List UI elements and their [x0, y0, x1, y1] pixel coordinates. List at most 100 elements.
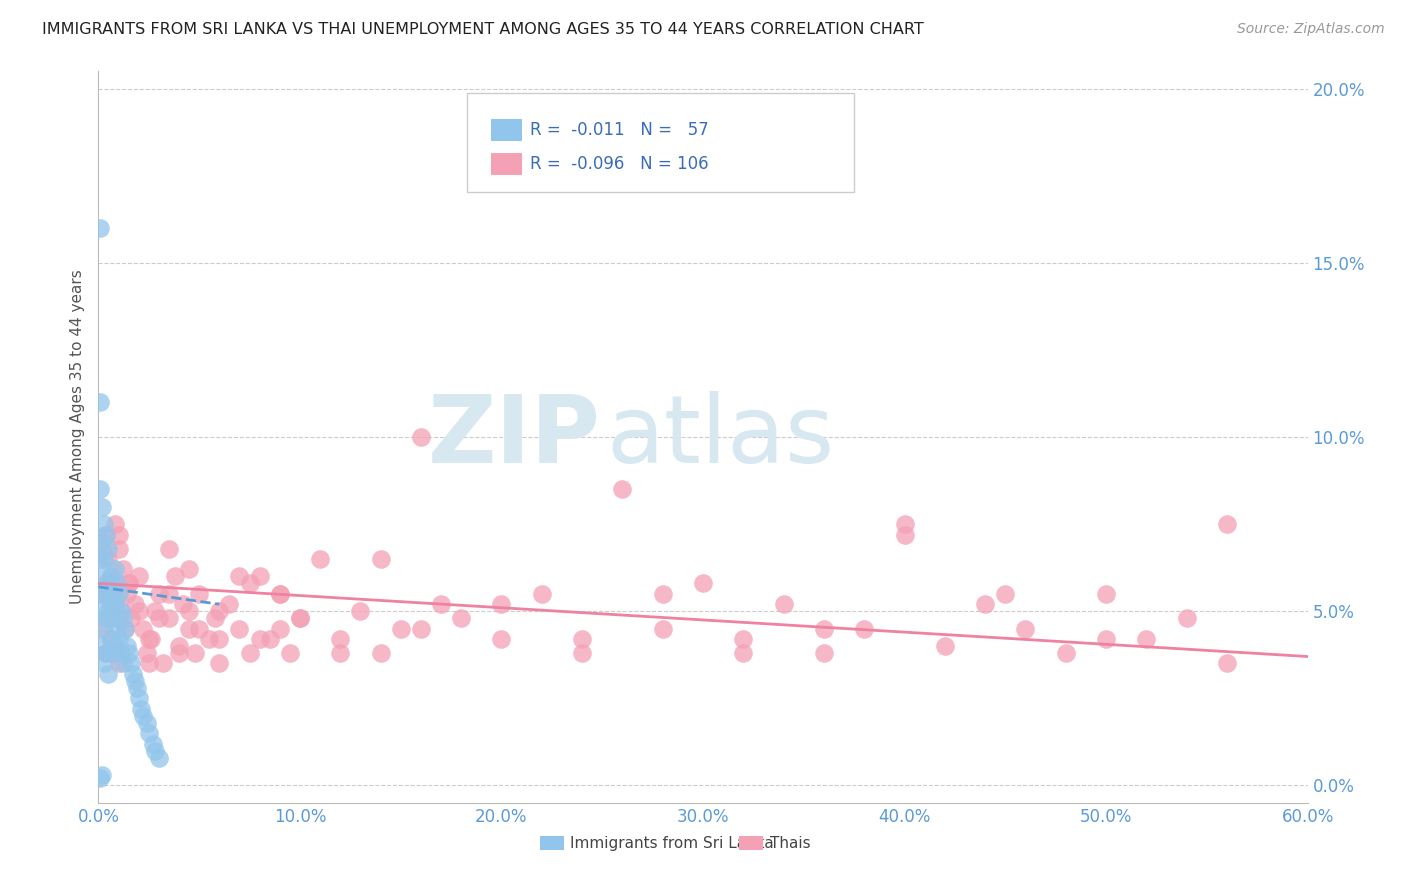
Bar	[492, 119, 522, 141]
Point	[571, 632, 593, 646]
Point	[157, 611, 180, 625]
Point	[128, 691, 150, 706]
Point	[97, 576, 120, 591]
Point	[118, 576, 141, 591]
Point	[110, 604, 132, 618]
Point	[450, 611, 472, 625]
Y-axis label: Unemployment Among Ages 35 to 44 years: Unemployment Among Ages 35 to 44 years	[69, 269, 84, 605]
Point	[103, 639, 125, 653]
Point	[96, 527, 118, 541]
FancyBboxPatch shape	[467, 94, 855, 192]
Text: ZIP: ZIP	[427, 391, 600, 483]
Point	[1054, 646, 1077, 660]
Point	[97, 541, 120, 556]
Point	[101, 587, 124, 601]
Point	[96, 611, 118, 625]
Point	[93, 517, 115, 532]
Point	[491, 632, 513, 646]
Point	[105, 576, 128, 591]
Point	[103, 639, 125, 653]
Point	[93, 622, 115, 636]
Point	[111, 657, 134, 671]
Point	[107, 541, 129, 556]
Point	[692, 576, 714, 591]
Point	[89, 772, 111, 786]
Point	[96, 576, 118, 591]
Point	[111, 562, 134, 576]
Point	[118, 646, 141, 660]
Point	[772, 597, 794, 611]
Bar	[740, 836, 763, 850]
Point	[1135, 632, 1157, 646]
Point	[143, 743, 166, 757]
Point	[1014, 622, 1036, 636]
Point	[179, 622, 201, 636]
Point	[114, 622, 136, 636]
Point	[91, 768, 114, 782]
Point	[129, 702, 152, 716]
Point	[132, 708, 155, 723]
Point	[288, 611, 311, 625]
Point	[96, 646, 118, 660]
Point	[100, 632, 122, 646]
Point	[994, 587, 1017, 601]
Point	[152, 657, 174, 671]
Point	[1175, 611, 1198, 625]
Point	[100, 569, 122, 583]
Point	[1216, 657, 1239, 671]
Point	[278, 646, 301, 660]
Point	[125, 681, 148, 695]
Point	[121, 667, 143, 681]
Point	[813, 622, 835, 636]
Point	[167, 646, 190, 660]
Point	[853, 622, 876, 636]
Point	[188, 587, 211, 601]
Point	[103, 517, 125, 532]
Point	[208, 604, 231, 618]
Point	[1095, 632, 1118, 646]
Point	[91, 500, 114, 514]
Point	[96, 646, 118, 660]
Point	[934, 639, 956, 653]
Point	[249, 569, 271, 583]
Point	[138, 726, 160, 740]
Text: Source: ZipAtlas.com: Source: ZipAtlas.com	[1237, 22, 1385, 37]
Text: R =  -0.096   N = 106: R = -0.096 N = 106	[530, 155, 709, 173]
Point	[204, 611, 226, 625]
Point	[249, 632, 271, 646]
Point	[97, 604, 120, 618]
Point	[101, 611, 124, 625]
Point	[813, 646, 835, 660]
Point	[138, 632, 160, 646]
Point	[97, 611, 120, 625]
Point	[370, 552, 392, 566]
Point	[115, 639, 138, 653]
Point	[111, 611, 134, 625]
Point	[105, 622, 128, 636]
Text: atlas: atlas	[606, 391, 835, 483]
Point	[93, 587, 115, 601]
Point	[1095, 587, 1118, 601]
Point	[288, 611, 311, 625]
Point	[107, 632, 129, 646]
Point	[184, 646, 207, 660]
Point	[329, 632, 352, 646]
Point	[208, 657, 231, 671]
Point	[93, 657, 115, 671]
Point	[91, 639, 114, 653]
Text: Immigrants from Sri Lanka: Immigrants from Sri Lanka	[569, 836, 773, 851]
Point	[100, 632, 122, 646]
Point	[269, 587, 291, 601]
Point	[89, 483, 111, 497]
Point	[733, 646, 755, 660]
Point	[107, 527, 129, 541]
Point	[101, 646, 124, 660]
Point	[89, 552, 111, 566]
Point	[107, 587, 129, 601]
Point	[228, 622, 250, 636]
Point	[97, 667, 120, 681]
Point	[259, 632, 281, 646]
Point	[132, 622, 155, 636]
Point	[571, 646, 593, 660]
Point	[157, 587, 180, 601]
